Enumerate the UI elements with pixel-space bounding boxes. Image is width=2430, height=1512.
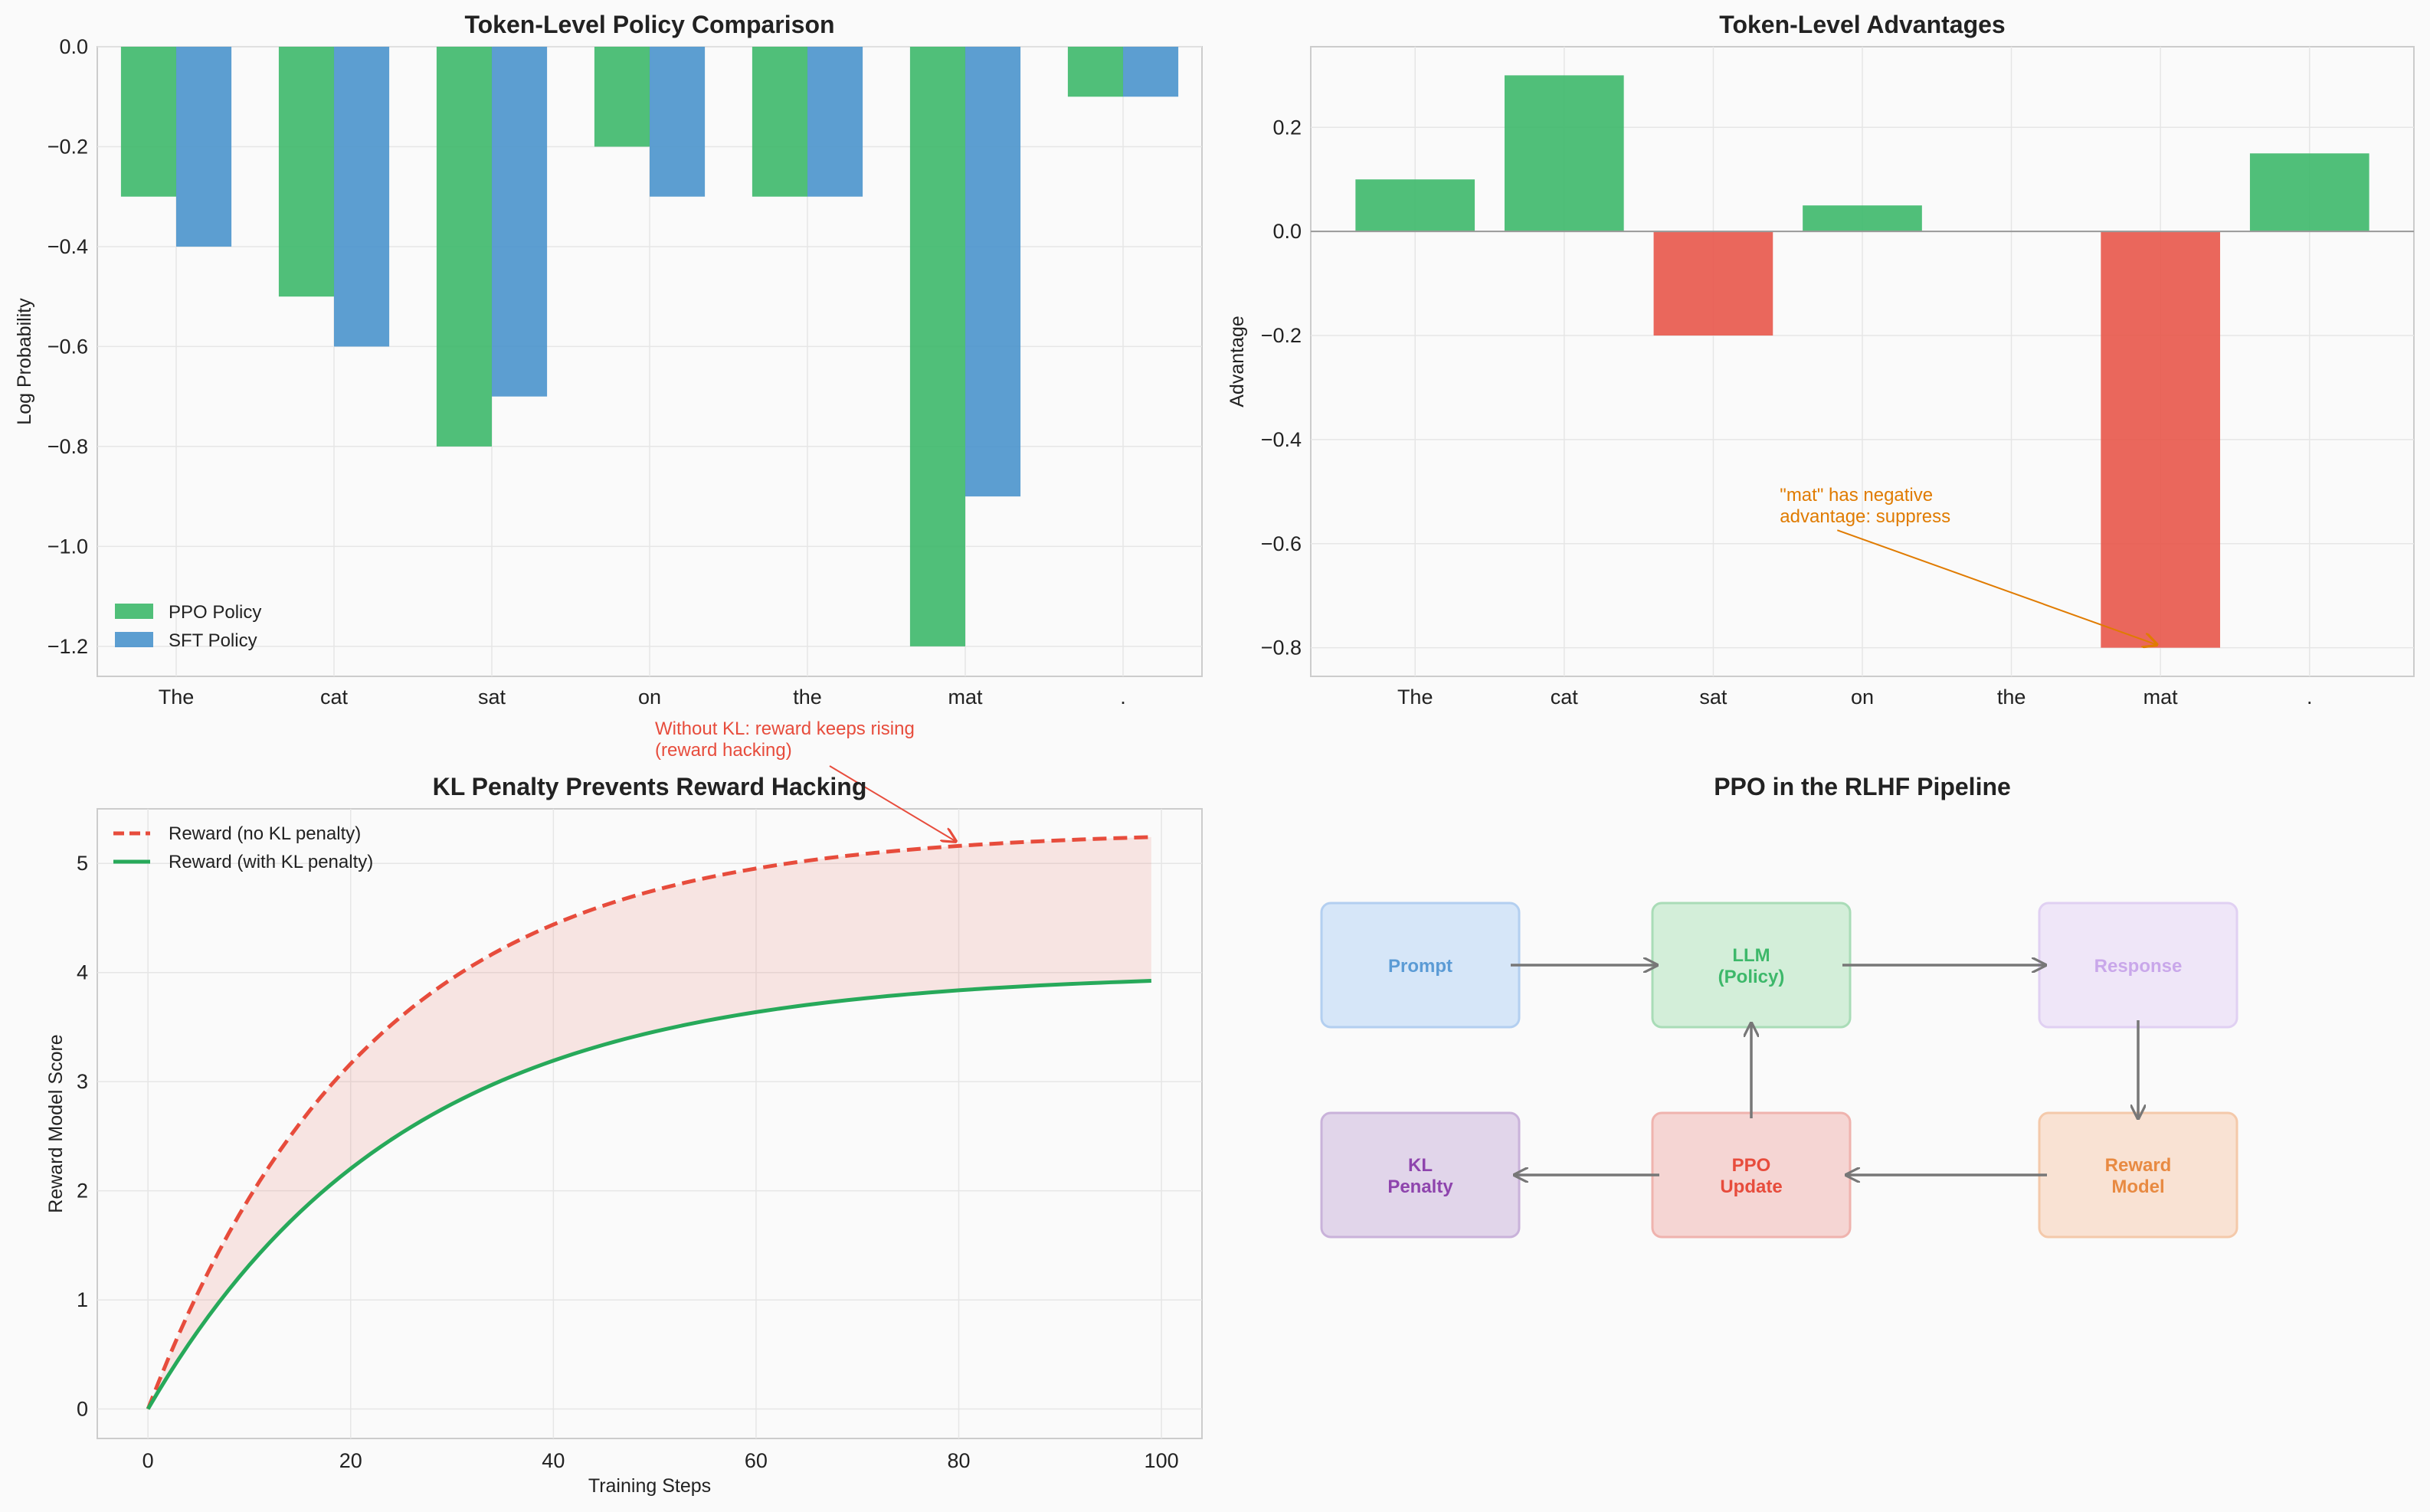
x-tick-label: on — [638, 686, 661, 709]
y-axis-label: Log Probability — [14, 298, 35, 425]
node-label-prompt: Prompt — [1388, 956, 1452, 977]
x-tick-label: 80 — [947, 1449, 970, 1472]
advantage-bar — [1653, 231, 1773, 336]
y-tick-label: −0.4 — [1261, 428, 1302, 451]
bar-ppo-policy — [278, 47, 334, 297]
chart-advantages: 0.2 0.0 −0.2 −0.4 −0.6 −0.8 The cat sat on the mat.… — [1226, 11, 2415, 709]
series-line-with-kl — [146, 979, 1151, 1410]
bar-sft-policy — [492, 47, 548, 397]
bar-sft-policy — [1123, 47, 1179, 97]
x-tick-label: . — [1120, 686, 1126, 709]
x-tick-label: sat — [1699, 686, 1728, 709]
y-tick-label: −1.2 — [47, 635, 88, 658]
y-tick-label: 0.0 — [59, 35, 88, 58]
x-tick-label: cat — [320, 686, 349, 709]
node-label-llm: LLM — [1732, 945, 1770, 966]
chart-policy-comparison: 0.0 −0.2 −0.4 −0.6 −0.8 −1.0 −1.2 The cat sat on th… — [14, 11, 1203, 709]
y-tick-label: −1.0 — [47, 535, 88, 558]
y-axis-label: Reward Model Score — [45, 1034, 67, 1213]
bar-ppo-policy — [1067, 47, 1123, 97]
diagram-title: PPO in the RLHF Pipeline — [1714, 773, 2011, 800]
node-label-ppo: PPO — [1732, 1155, 1771, 1176]
chart-title: Token-Level Advantages — [1719, 11, 2005, 38]
y-tick-label: −0.6 — [1261, 532, 1302, 555]
x-tick-label: sat — [478, 686, 506, 709]
legend-swatch — [115, 632, 153, 647]
y-tick-label: 0.0 — [1272, 220, 1302, 243]
advantage-bar — [2101, 231, 2221, 648]
bar-sft-policy — [176, 47, 232, 247]
x-tick-label: mat — [948, 686, 983, 709]
y-tick-label: 4 — [77, 961, 88, 984]
bar-ppo-policy — [436, 47, 492, 447]
y-tick-label: 5 — [77, 852, 88, 875]
y-tick-label: 0 — [77, 1398, 88, 1421]
x-tick-label: The — [159, 686, 195, 709]
x-tick-label: 60 — [745, 1449, 768, 1472]
x-axis-label: Training Steps — [588, 1475, 711, 1497]
diagram-rlhf-pipeline: PPO in the RLHF Pipeline Prompt LLM(Policy… — [1320, 773, 2238, 1239]
x-tick-label: 20 — [339, 1449, 362, 1472]
annotation-arrow — [1836, 529, 2157, 644]
y-tick-label: 3 — [77, 1070, 88, 1093]
advantage-bar — [2249, 153, 2369, 232]
series-line-no-kl — [146, 835, 1151, 1410]
advantage-bar — [1803, 205, 1922, 232]
x-tick-label: 40 — [542, 1449, 565, 1472]
x-tick-label: mat — [2143, 686, 2179, 709]
x-tick-label: 0 — [142, 1449, 154, 1472]
bar-sft-policy — [650, 47, 706, 197]
chart-title: KL Penalty Prevents Reward Hacking — [433, 773, 867, 800]
node-label-reward: Model — [2111, 1177, 2164, 1197]
x-tick-label: on — [1851, 686, 1874, 709]
legend-label: Reward (no KL penalty) — [169, 823, 361, 844]
x-tick-label: 100 — [1145, 1449, 1179, 1472]
bar-sft-policy — [334, 47, 390, 347]
x-tick-label: the — [793, 686, 822, 709]
x-tick-label: The — [1397, 686, 1433, 709]
y-tick-label: 0.2 — [1272, 116, 1302, 139]
annotation-arrow — [829, 765, 955, 841]
advantage-bar — [1355, 179, 1475, 232]
annotation-text: "mat" has negative — [1780, 485, 1933, 506]
node-label-ppo: Update — [1720, 1177, 1782, 1197]
y-tick-label: −0.2 — [47, 135, 88, 158]
bar-ppo-policy — [752, 47, 807, 197]
node-label-reward: Reward — [2105, 1155, 2172, 1176]
bar-ppo-policy — [594, 47, 650, 147]
node-label-kl: KL — [1408, 1155, 1433, 1176]
fill-between-region — [148, 836, 1151, 1409]
annotation-text: advantage: suppress — [1780, 506, 1950, 527]
y-axis-label: Advantage — [1226, 316, 1248, 407]
x-tick-label: the — [1997, 686, 2026, 709]
y-tick-label: −0.8 — [47, 435, 88, 458]
chart-title: Token-Level Policy Comparison — [464, 11, 834, 38]
bar-sft-policy — [965, 47, 1021, 497]
annotation-text: (reward hacking) — [655, 740, 792, 761]
node-label-kl: Penalty — [1387, 1177, 1453, 1197]
legend-swatch — [115, 604, 153, 619]
y-tick-label: −0.4 — [47, 235, 88, 258]
y-tick-label: −0.2 — [1261, 324, 1302, 347]
x-tick-label: cat — [1551, 686, 1579, 709]
y-tick-label: −0.6 — [47, 335, 88, 358]
legend-label: PPO Policy — [169, 602, 261, 623]
node-label-response: Response — [2094, 956, 2183, 977]
legend-label: Reward (with KL penalty) — [169, 852, 373, 872]
x-tick-label: . — [2307, 686, 2313, 709]
annotation-text: Without KL: reward keeps rising — [655, 718, 915, 739]
bar-ppo-policy — [909, 47, 965, 646]
y-tick-label: −0.8 — [1261, 637, 1302, 659]
y-tick-label: 2 — [77, 1180, 88, 1203]
y-tick-label: 1 — [77, 1288, 88, 1311]
node-label-llm: (Policy) — [1718, 967, 1785, 987]
bar-sft-policy — [807, 47, 863, 197]
plot-frame — [97, 808, 1203, 1439]
advantage-bar — [1504, 75, 1624, 232]
chart-kl-penalty: 0 1 2 3 4 5 0 20 40 60 80 100 Reward (no KL penalty)… — [45, 718, 1203, 1497]
legend-label: SFT Policy — [169, 630, 257, 651]
bar-ppo-policy — [120, 47, 176, 197]
